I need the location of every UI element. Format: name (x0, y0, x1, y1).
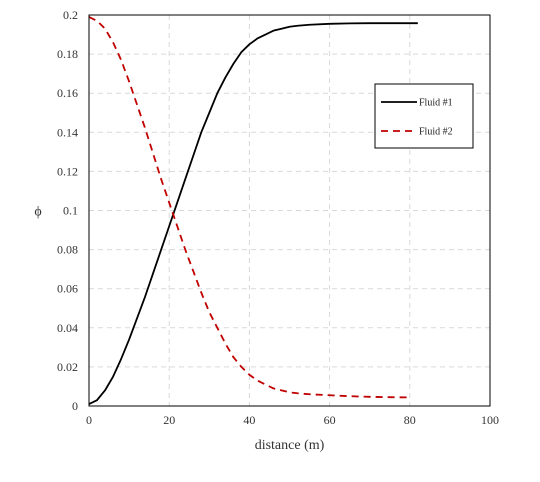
x-tick-label: 20 (163, 413, 175, 427)
legend: Fluid #1 Fluid #2 (374, 83, 474, 149)
x-tick-label: 100 (481, 413, 499, 427)
legend-label-fluid-2: Fluid #2 (419, 127, 453, 138)
y-tick-label: 0.04 (57, 321, 78, 335)
y-tick-label: 0.2 (63, 8, 78, 22)
y-tick-label: 0.16 (57, 86, 78, 100)
y-tick-label: 0.18 (57, 47, 78, 61)
legend-box (374, 83, 474, 149)
grid-lines (89, 15, 490, 406)
y-axis-title: ϕ (34, 205, 41, 220)
x-tick-label: 0 (86, 413, 92, 427)
tick-labels: 0 20 40 60 80 100 0 0.02 0.04 0.06 0.08 0.1 0.12 0.14… (57, 8, 499, 427)
series-line-fluid-1 (88, 22, 418, 405)
x-tick-label: 60 (324, 413, 336, 427)
legend-label-fluid-1: Fluid #1 (419, 98, 453, 109)
y-tick-label: 0.12 (57, 164, 78, 178)
series-line-fluid-2 (88, 16, 410, 399)
x-tick-label: 80 (404, 413, 416, 427)
x-tick-label: 40 (243, 413, 255, 427)
y-tick-label: 0.06 (57, 282, 78, 296)
y-tick-label: 0.02 (57, 360, 78, 374)
y-tick-label: 0.08 (57, 243, 78, 257)
plot-frame (88, 14, 491, 407)
x-axis-title: distance (m) (255, 438, 325, 453)
y-tick-label: 0.14 (57, 125, 78, 139)
y-tick-label: 0 (72, 399, 78, 413)
series-layer (88, 16, 418, 405)
y-tick-label: 0.1 (63, 204, 78, 218)
